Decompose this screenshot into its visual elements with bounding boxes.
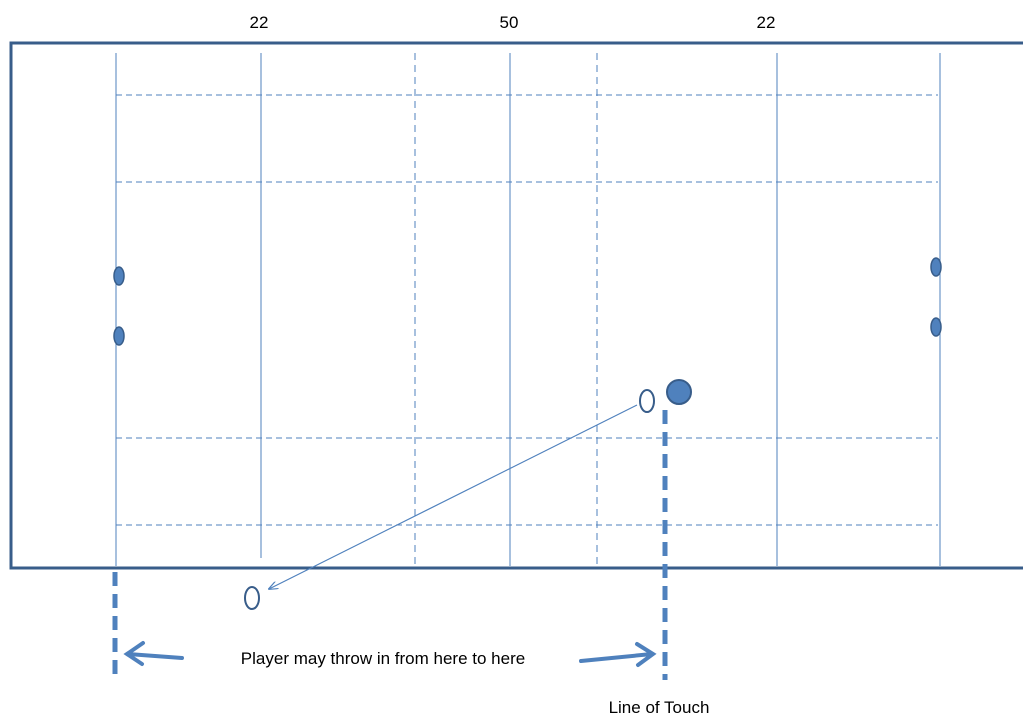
- throw-range-arrows: [123, 641, 657, 667]
- player-open-thrower: [244, 586, 260, 610]
- solid-vertical-lines: [115, 53, 941, 566]
- goal-post-left-top: [113, 266, 125, 286]
- throw-range-arrow-right-head: [635, 642, 657, 667]
- player-ball-carrier: [666, 379, 692, 405]
- goal-post-right-top: [930, 257, 942, 277]
- throw-range-arrow-right: [579, 652, 654, 663]
- pitch-border: [9, 41, 1023, 570]
- left-22-label: 22: [250, 13, 269, 32]
- goal-posts: [113, 257, 942, 346]
- player-open-near-touch: [639, 389, 655, 413]
- right-22-label: 22: [757, 13, 776, 32]
- throw-range-arrow-left-head: [123, 641, 145, 666]
- halfway-label: 50: [500, 13, 519, 32]
- dashed-horizontal-lines: [116, 94, 938, 526]
- movement-arrow: [269, 404, 638, 589]
- throw-range-label: Player may throw in from here to here: [241, 649, 525, 668]
- throw-limit-markers: [112, 410, 668, 680]
- throw-range-arrow-left: [126, 652, 184, 660]
- line-of-touch-label: Line of Touch: [609, 698, 710, 716]
- goal-post-left-bottom: [113, 326, 125, 346]
- goal-post-right-bottom: [930, 317, 942, 337]
- dashed-vertical-lines: [414, 53, 598, 566]
